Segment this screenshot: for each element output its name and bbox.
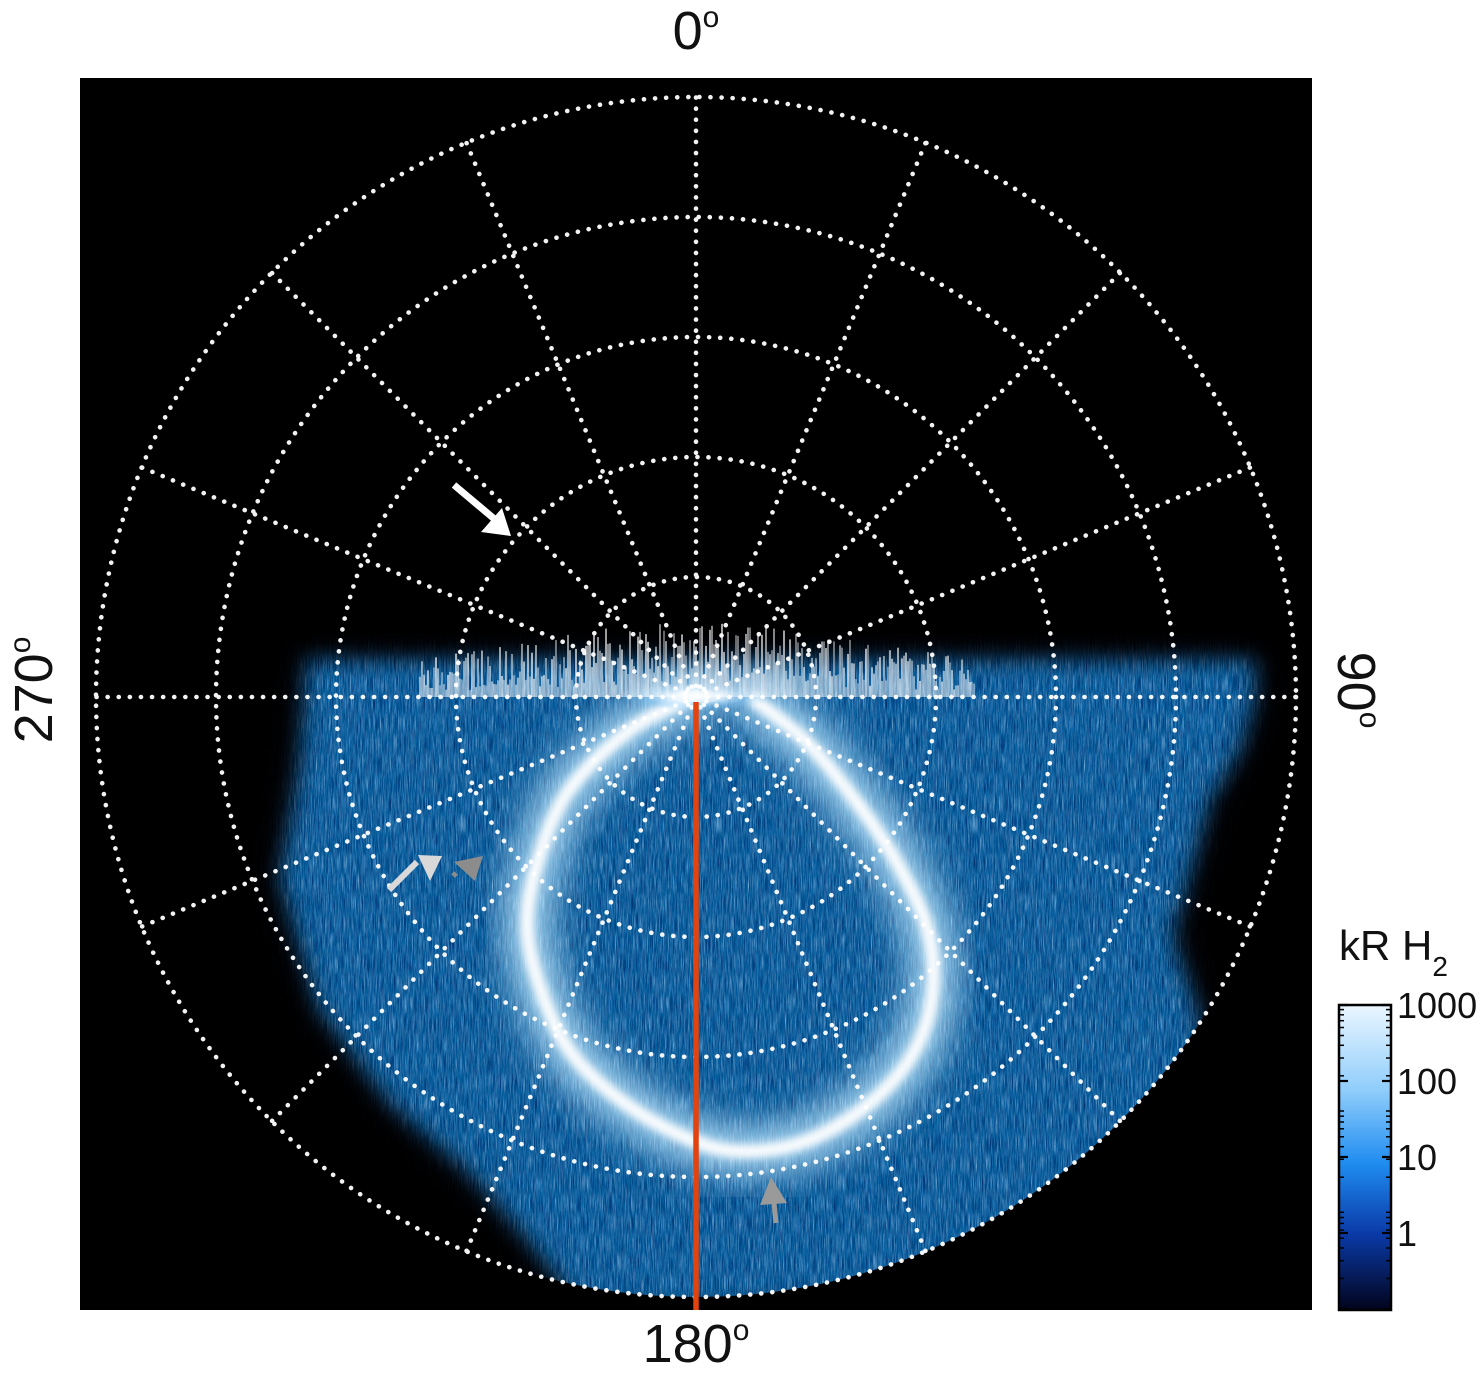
svg-text:10: 10: [1397, 1137, 1437, 1178]
svg-text:1: 1: [1397, 1213, 1417, 1254]
svg-text:1000: 1000: [1397, 985, 1477, 1026]
svg-text:100: 100: [1397, 1061, 1457, 1102]
